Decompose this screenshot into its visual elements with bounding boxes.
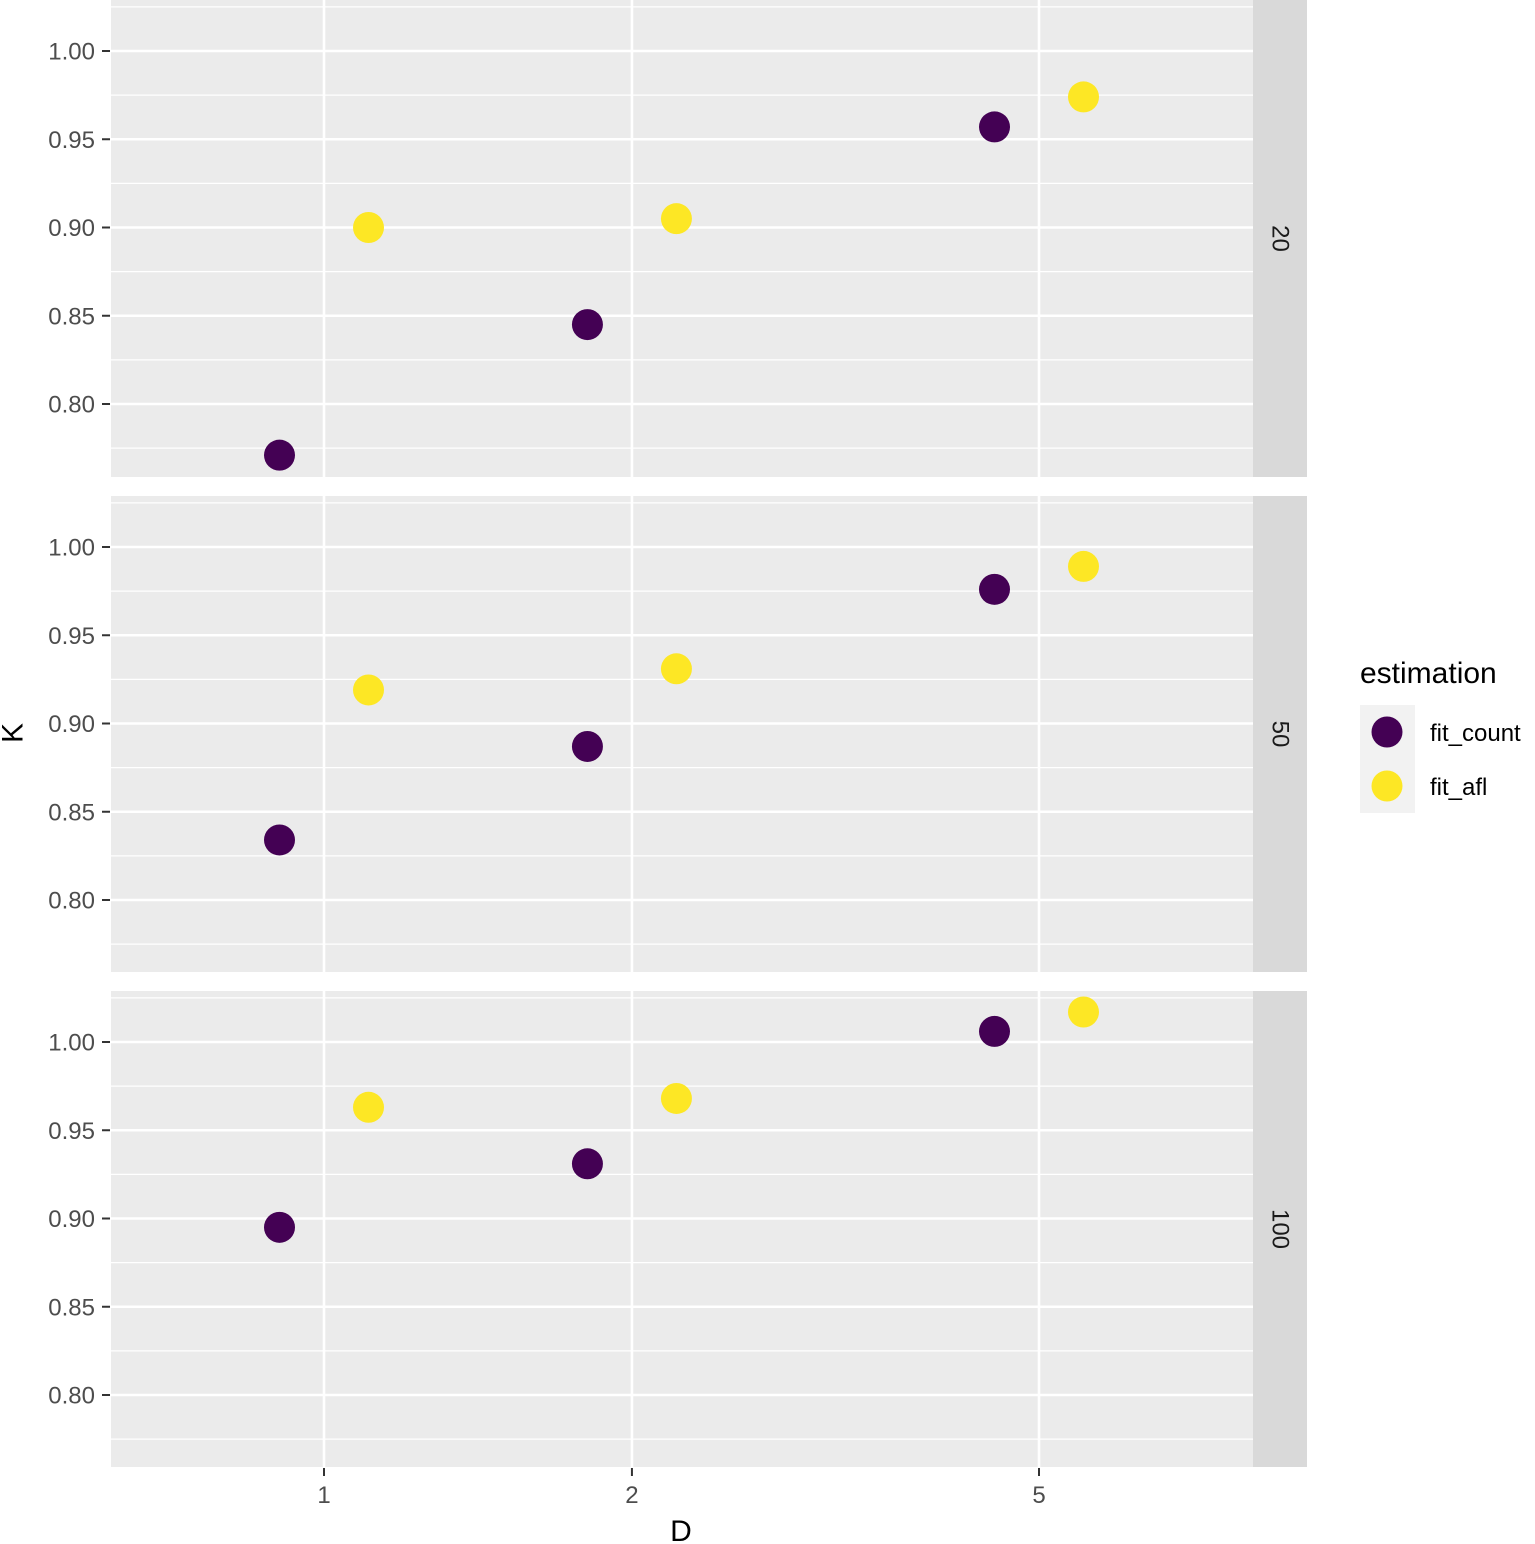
data-point-fit_afl (353, 1091, 384, 1123)
data-point-fit_afl (1068, 996, 1099, 1028)
y-tick-label: 1.00 (48, 535, 95, 562)
y-tick-label: 0.85 (48, 1294, 95, 1321)
panel-background (111, 991, 1253, 1467)
facet-panel-100: 0.80 0.85 0.90 0.95 1.00 100 (48, 991, 1307, 1467)
x-tick-label: 1 (317, 1482, 330, 1509)
y-tick-label: 0.85 (48, 799, 95, 826)
facet-panel-50: 0.80 0.85 0.90 0.95 1.00 50 (48, 496, 1307, 972)
legend: estimation fit_count fit_afl (1360, 657, 1521, 813)
facet-strip (1253, 991, 1307, 1467)
y-tick-label: 0.90 (48, 215, 95, 242)
data-point-fit_afl (353, 212, 384, 243)
data-point-fit_afl (660, 1082, 692, 1114)
data-point-fit_count (571, 1148, 603, 1180)
data-point-fit_count (264, 1211, 295, 1243)
y-tick-label: 0.80 (48, 1383, 95, 1410)
legend-label-fit_count: fit_count (1430, 720, 1521, 747)
x-tick-label: 2 (625, 1482, 638, 1509)
data-point-fit_afl (660, 653, 692, 685)
y-tick-label: 0.90 (48, 711, 95, 738)
y-tick-label: 0.95 (48, 623, 95, 650)
y-tick-label: 1.00 (48, 1030, 95, 1057)
y-tick-label: 0.80 (48, 392, 95, 419)
facet-strip-label: 20 (1267, 225, 1294, 252)
facet-strip-label: 100 (1267, 1209, 1294, 1249)
data-point-fit_count (979, 1015, 1010, 1047)
data-point-fit_count (979, 111, 1010, 143)
legend-label-fit_afl: fit_afl (1430, 774, 1487, 801)
panel-background (111, 0, 1253, 477)
legend-key-fit_count (1371, 716, 1403, 748)
x-tick-label: 5 (1032, 1482, 1045, 1509)
data-point-fit_count (571, 730, 603, 762)
panel-background (111, 496, 1253, 972)
y-tick-label: 0.95 (48, 127, 95, 154)
data-point-fit_count (264, 824, 295, 856)
data-point-fit_count (571, 309, 603, 341)
facet-strip-label: 50 (1267, 721, 1294, 748)
y-axis-title: K (0, 723, 30, 743)
data-point-fit_afl (660, 203, 692, 235)
y-tick-label: 1.00 (48, 39, 95, 66)
data-point-fit_afl (353, 674, 384, 706)
facet-strip (1253, 496, 1307, 972)
x-axis-title: D (670, 1515, 692, 1544)
y-tick-label: 0.80 (48, 888, 95, 915)
data-point-fit_count (264, 439, 295, 471)
x-axis: 1 2 5 (317, 1468, 1046, 1509)
data-point-fit_count (979, 573, 1010, 605)
y-tick-label: 0.85 (48, 303, 95, 330)
legend-title: estimation (1360, 657, 1497, 690)
facet-strip (1253, 0, 1307, 477)
y-tick-label: 0.90 (48, 1206, 95, 1233)
facet-panel-20: 0.80 0.85 0.90 0.95 1.00 20 (48, 0, 1307, 477)
data-point-fit_afl (1068, 550, 1099, 582)
facet-panels: 0.80 0.85 0.90 0.95 1.00 20 0.80 0.85 0.90 0.95 1.… (48, 0, 1307, 1467)
y-tick-label: 0.95 (48, 1118, 95, 1145)
legend-key-fit_afl (1371, 770, 1403, 802)
data-point-fit_afl (1068, 81, 1099, 113)
